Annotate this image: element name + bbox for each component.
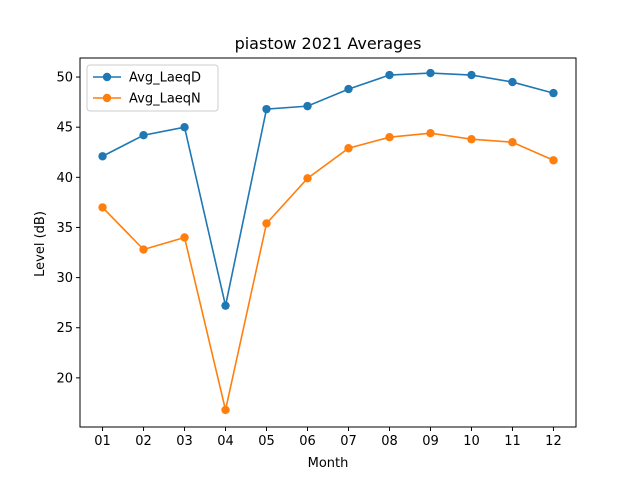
x-tick-label: 09 (422, 434, 439, 449)
legend-label: Avg_LaeqD (129, 71, 201, 86)
chart-title: piastow 2021 Averages (235, 34, 422, 53)
data-point-Avg_LaeqD (180, 122, 189, 132)
x-tick-label: 07 (340, 434, 357, 449)
y-axis-label: Level (dB) (33, 211, 48, 277)
legend-marker (102, 93, 112, 103)
axes-frame (79, 57, 577, 428)
data-point-Avg_LaeqD (303, 101, 312, 111)
data-point-Avg_LaeqN (180, 233, 189, 242)
x-tick-label: 03 (176, 434, 193, 449)
y-tick-label: 30 (56, 271, 73, 286)
data-point-Avg_LaeqN (262, 219, 271, 228)
data-point-Avg_LaeqD (467, 70, 476, 80)
data-point-Avg_LaeqN (139, 245, 148, 254)
x-tick-label: 06 (299, 434, 316, 449)
data-point-Avg_LaeqD (508, 77, 517, 87)
x-tick-label: 12 (545, 434, 562, 449)
data-point-Avg_LaeqD (139, 131, 148, 140)
data-point-Avg_LaeqD (98, 152, 107, 161)
plot-area: 20 25 30 35 40 45 50 01 02 03 04 05 06 07 08 09 10 11 12 (56, 57, 577, 449)
data-point-Avg_LaeqN (426, 129, 435, 138)
y-tick-label: 25 (56, 321, 73, 336)
x-tick-label: 10 (463, 434, 480, 449)
data-point-Avg_LaeqN (508, 138, 517, 147)
data-point-Avg_LaeqD (549, 88, 558, 98)
data-point-Avg_LaeqN (98, 203, 107, 212)
y-tick-label: 35 (56, 221, 73, 236)
x-tick-label: 11 (504, 434, 521, 449)
x-tick-label: 05 (258, 434, 275, 449)
y-tick-label: 40 (56, 171, 73, 186)
data-point-Avg_LaeqN (303, 174, 312, 183)
x-tick-label: 02 (135, 434, 152, 449)
series-line-Avg_LaeqD (102, 72, 554, 306)
x-axis-label: Month (308, 456, 349, 471)
y-tick-label: 50 (56, 71, 73, 86)
legend-label: Avg_LaeqN (129, 92, 201, 107)
data-point-Avg_LaeqD (344, 84, 353, 94)
data-point-Avg_LaeqN (385, 133, 394, 142)
data-point-Avg_LaeqD (426, 68, 435, 78)
data-point-Avg_LaeqN (549, 156, 558, 165)
y-tick-label: 45 (56, 121, 73, 136)
data-point-Avg_LaeqD (262, 104, 271, 114)
y-tick-label: 20 (56, 371, 73, 386)
x-tick-label: 01 (94, 434, 111, 449)
x-tick-label: 08 (381, 434, 398, 449)
data-point-Avg_LaeqN (221, 405, 230, 415)
x-tick-label: 04 (217, 434, 234, 449)
data-point-Avg_LaeqD (221, 301, 230, 310)
data-point-Avg_LaeqN (467, 135, 476, 144)
data-point-Avg_LaeqN (344, 144, 353, 153)
series-line-Avg_LaeqN (101, 132, 554, 411)
legend: Avg_LaeqD Avg_LaeqN (86, 64, 219, 112)
data-point-Avg_LaeqD (385, 70, 394, 80)
legend-marker (102, 72, 112, 82)
